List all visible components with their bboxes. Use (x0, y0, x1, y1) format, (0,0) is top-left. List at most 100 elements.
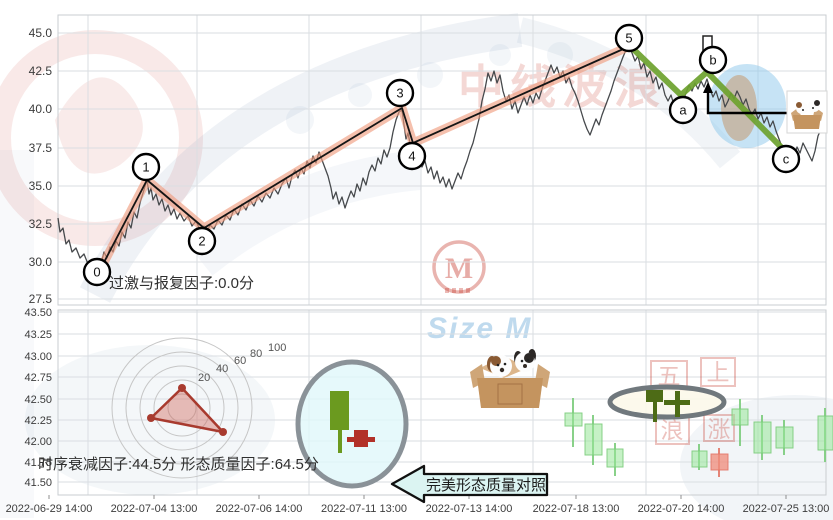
radar-tick-label: 80 (250, 348, 262, 360)
arrow-head (703, 82, 713, 93)
radar-tick-label: 20 (198, 372, 210, 384)
y-tick-label: 42.5 (29, 64, 53, 78)
thumb-puppy1-nose (802, 109, 804, 111)
candle-body (564, 412, 583, 427)
puppies-thumbnail-image (786, 90, 828, 134)
radar-chart: 20 40 60 80 100 (111, 337, 286, 479)
m-badge-watermark: M (432, 240, 486, 294)
y-tick-label: 43.00 (24, 351, 52, 363)
puppy1-patch (491, 356, 501, 366)
candlestick-series (564, 398, 833, 477)
wave-circle-b (698, 45, 728, 75)
wave-point-labels: 0 1 2 3 4 5 a b c (82, 23, 801, 287)
puppies-in-box-image (470, 349, 550, 408)
thumb-box-front (793, 115, 821, 129)
arrow-shaft (706, 90, 793, 115)
wave-circle-3 (385, 78, 415, 108)
wave-circle-label: 0 (93, 265, 100, 280)
thumb-puppy2-patch (814, 100, 820, 106)
perfect-pattern-candles (330, 391, 375, 453)
wave-circle-label: 3 (396, 86, 403, 101)
left-arrow-banner: 完美形态质量对照 (390, 464, 549, 504)
red-emblem-figure (55, 77, 143, 174)
y-tick-label: 35.0 (29, 179, 53, 193)
x-tick-label: 2022-07-25 13:00 (743, 503, 830, 515)
y-tick-label: 32.5 (29, 217, 53, 231)
x-tick-label: 2022-06-29 14:00 (6, 503, 93, 515)
candle-body (710, 453, 729, 471)
m-badge-letter: M (445, 252, 473, 285)
radar-tick-label: 100 (268, 342, 286, 354)
m-badge-tick (452, 288, 456, 293)
seal-char: 上 (707, 359, 730, 385)
wave-circle-label: c (783, 152, 790, 167)
puppy2-nose (523, 364, 527, 368)
schematic-candle-part (338, 430, 342, 453)
factors-annotation: 时序衰减因子:44.5分 形态质量因子:64.5分 (38, 456, 319, 473)
puppy1-eye (503, 362, 507, 366)
radar-ring (167, 393, 197, 423)
wave-body (187, 150, 422, 276)
y-tick-label: 42.25 (24, 415, 52, 427)
y-tick-label: 27.5 (29, 292, 53, 306)
abc-polyline (627, 43, 785, 151)
radar-vertex (219, 428, 227, 436)
y-tick-label: 42.50 (24, 394, 52, 406)
banner-label: 完美形态质量对照 (426, 477, 546, 494)
wave-circle-label: 5 (625, 31, 632, 46)
wave-circle-label: 2 (198, 234, 205, 249)
thumb-puppy1-patch (796, 102, 802, 108)
x-tick-label: 2022-07-04 13:00 (111, 503, 198, 515)
price-line (57, 45, 825, 271)
wave-circle-a (668, 95, 698, 125)
wave-foam (489, 44, 511, 66)
trend-line (100, 45, 631, 269)
x-tick-label: 2022-07-06 14:00 (216, 503, 303, 515)
radar-polygon (149, 386, 225, 434)
size-m-watermark: Size M (427, 312, 532, 345)
radar-vertex (178, 384, 186, 392)
wave-circle-label: a (679, 103, 687, 118)
candle-body (753, 421, 772, 454)
schematic-candle-part (653, 402, 657, 422)
candle-body (731, 408, 749, 426)
wave-circle-2 (187, 226, 217, 256)
panel-frame (57, 14, 827, 306)
puppy1-nose (499, 367, 505, 373)
seal-char: 五 (658, 363, 681, 389)
x-tick-label: 2022-07-20 14:00 (638, 503, 725, 515)
y-tick-label: 43.25 (24, 329, 52, 341)
wave-circle-4 (397, 141, 427, 171)
radar-ring (153, 379, 211, 437)
x-tick-label: 2022-07-11 13:00 (321, 503, 407, 515)
x-tick-label: 2022-07-13 14:00 (426, 503, 513, 515)
seal-char: 涨 (708, 416, 731, 442)
radar-tick-label: 40 (216, 363, 228, 375)
wave-foam (547, 42, 573, 68)
y-tick-label: 45.0 (29, 26, 53, 40)
axis-tick-labels: 45.0 42.5 40.0 37.5 35.0 32.5 30.0 27.543.50 43.… (6, 26, 830, 515)
seal-box (703, 414, 735, 442)
candle-body (691, 450, 708, 468)
wave-foam (348, 83, 372, 107)
candle-body (584, 423, 603, 456)
up-arrow-annotation (703, 82, 793, 115)
wave-foam (286, 106, 314, 134)
wave-circle-1 (131, 152, 161, 182)
seal-box (700, 357, 736, 387)
perfect-pattern-ellipse (295, 359, 409, 489)
schematic-candle-part (675, 391, 680, 417)
y-tick-label: 42.75 (24, 372, 52, 384)
m-badge-tick (459, 288, 463, 293)
candle-body (606, 448, 624, 468)
y-tick-label: 41.50 (24, 477, 52, 489)
schematic-candle-part (347, 437, 375, 442)
wave-circle-label: b (709, 53, 716, 68)
price-polyline (57, 45, 825, 271)
m-badge-ring (432, 240, 486, 294)
wave-circle-label: 1 (142, 160, 149, 175)
radar-ring (125, 351, 239, 465)
wave-blob-bottom-right (680, 395, 833, 520)
abc-correction-line (627, 43, 785, 151)
